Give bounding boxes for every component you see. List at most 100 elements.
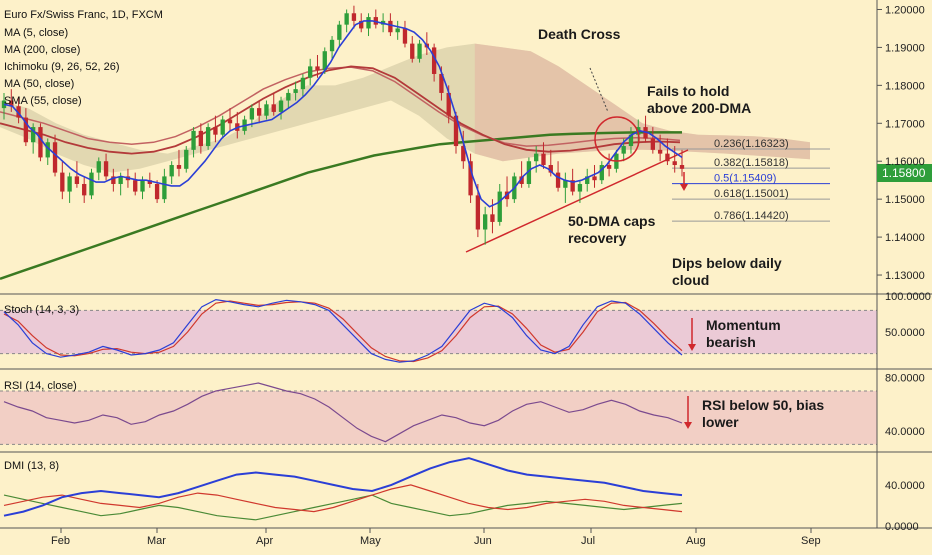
dmi-minus-line bbox=[3, 494, 683, 521]
stoch-panel bbox=[0, 298, 877, 363]
candle-body bbox=[621, 146, 626, 154]
stoch-k-line bbox=[3, 298, 683, 363]
candle-body bbox=[351, 13, 357, 21]
dmi-label: DMI (13, 8) bbox=[4, 460, 59, 472]
chart-title: Euro Fx/Swiss Franc, 1D, FXCM bbox=[4, 9, 163, 21]
annotation-rsi: RSI below 50, bias lower bbox=[702, 397, 824, 430]
rsi-panel bbox=[0, 382, 877, 445]
candle-body bbox=[118, 176, 123, 184]
stoch-down-arrowhead bbox=[688, 344, 696, 351]
candle-body bbox=[563, 180, 568, 188]
ichimoku-cloud-bearish bbox=[474, 43, 810, 162]
annotation-momentum: Momentum bearish bbox=[706, 317, 781, 350]
price-axis-label: 1.13000 bbox=[885, 270, 925, 282]
candle-body bbox=[395, 28, 400, 33]
price-panel: 0.236(1.16323) 0.382(1.15818) 0.5(1.15409)… bbox=[0, 5, 830, 280]
candle-body bbox=[60, 172, 65, 192]
legend-ma50: MA (50, close) bbox=[4, 78, 74, 90]
candle-body bbox=[249, 108, 255, 120]
dmi-adx-line bbox=[3, 484, 683, 513]
candle-body bbox=[373, 17, 378, 25]
dmi-panel bbox=[3, 457, 683, 521]
candle-body bbox=[213, 127, 218, 135]
candle-body bbox=[606, 165, 612, 169]
candle-body bbox=[264, 104, 269, 116]
candle-body bbox=[227, 119, 233, 124]
candle-body bbox=[548, 165, 553, 173]
candle-body bbox=[162, 176, 167, 200]
dmi-plus-line bbox=[3, 457, 683, 517]
candle-body bbox=[461, 146, 466, 162]
rsi-axis-label: 80.0000 bbox=[885, 373, 925, 385]
stoch-label: Stoch (14, 3, 3) bbox=[4, 304, 79, 316]
candle-body bbox=[402, 28, 408, 44]
candle-body bbox=[271, 104, 276, 112]
annotation-death-cross: Death Cross bbox=[538, 26, 621, 42]
x-axis-label: Sep bbox=[801, 535, 821, 547]
candle-body bbox=[439, 73, 444, 93]
candle-body bbox=[286, 92, 291, 101]
candle-body bbox=[453, 115, 459, 147]
candle-body bbox=[482, 214, 488, 230]
price-axis-label: 1.20000 bbox=[885, 4, 925, 16]
candle-body bbox=[308, 66, 313, 78]
candle-body bbox=[468, 161, 473, 196]
x-axis-label: Jun bbox=[474, 535, 492, 547]
price-axis-label: 1.15000 bbox=[885, 194, 925, 206]
candle-body bbox=[154, 183, 160, 200]
candle-body bbox=[38, 127, 43, 158]
candle-body bbox=[45, 142, 50, 158]
price-down-arrowhead bbox=[680, 184, 688, 191]
candle-body bbox=[74, 176, 80, 184]
rsi-line bbox=[3, 382, 683, 443]
candle-body bbox=[329, 39, 335, 52]
ma200-line bbox=[0, 131, 682, 280]
price-axis-label: 1.17000 bbox=[885, 118, 925, 130]
candle-body bbox=[205, 127, 211, 147]
candle-body bbox=[555, 172, 561, 188]
price-axis-label: 1.19000 bbox=[885, 42, 925, 54]
x-axis-label: Aug bbox=[686, 535, 706, 547]
stoch-d-line bbox=[3, 300, 683, 363]
candle-body bbox=[592, 176, 597, 181]
candle-body bbox=[133, 180, 138, 192]
candle-body bbox=[16, 106, 21, 118]
candle-body bbox=[147, 180, 152, 184]
candle-body bbox=[23, 117, 29, 143]
candle-body bbox=[570, 180, 575, 192]
candle-body bbox=[220, 119, 225, 135]
candle-body bbox=[82, 183, 87, 196]
candle-body bbox=[417, 43, 422, 59]
candle-body bbox=[577, 183, 583, 192]
candle-body bbox=[111, 176, 116, 184]
candle-body bbox=[191, 130, 196, 150]
last-price-label: 1.15800 bbox=[882, 166, 926, 180]
x-axis-label: Mar bbox=[147, 535, 166, 547]
candle-body bbox=[89, 172, 94, 196]
candle-body bbox=[388, 20, 393, 33]
price-axis-label: 1.18000 bbox=[885, 80, 925, 92]
rsi-axis-label: 40.0000 bbox=[885, 426, 925, 438]
candle-body bbox=[431, 47, 437, 74]
last-price-tag bbox=[877, 164, 932, 182]
x-axis-label: Apr bbox=[256, 535, 273, 547]
candle-body bbox=[490, 214, 495, 222]
legend-ma5: MA (5, close) bbox=[4, 27, 68, 39]
candle-body bbox=[96, 161, 101, 173]
ma5-line bbox=[3, 20, 683, 208]
candle-body bbox=[534, 153, 539, 162]
legend-ichimoku: Ichimoku (9, 26, 52, 26) bbox=[4, 61, 120, 73]
annotation-fails-200dma: Fails to hold above 200-DMA bbox=[647, 83, 751, 116]
candle-body bbox=[30, 127, 36, 143]
candle-body bbox=[475, 195, 481, 230]
candle-body bbox=[672, 161, 677, 166]
candle-body bbox=[169, 165, 174, 177]
dmi-axis-label: 40.0000 bbox=[885, 480, 925, 492]
x-axis-label: May bbox=[360, 535, 381, 547]
dmi-axis-label: 0.0000 bbox=[885, 521, 919, 533]
death-cross-circle bbox=[594, 116, 640, 162]
fib-level-label: 0.236(1.16323) bbox=[714, 138, 789, 150]
candle-body bbox=[52, 142, 58, 173]
price-axis-label: 1.16000 bbox=[885, 156, 925, 168]
